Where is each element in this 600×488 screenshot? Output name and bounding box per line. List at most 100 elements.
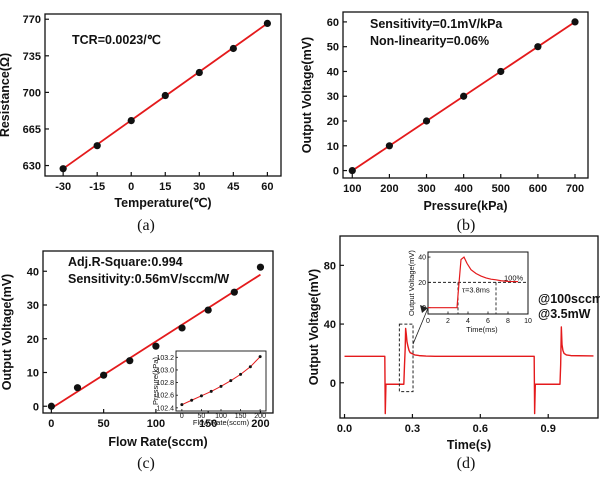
data-point-b (348, 166, 356, 175)
inset-frame-c (175, 350, 267, 412)
y-tick-label-a: 630 (23, 161, 41, 173)
inset-y-tick-label-c: 102.4 (156, 405, 174, 412)
inset-x-label-d: Time(ms) (466, 325, 498, 334)
annotation-d: @100sccm (538, 292, 600, 306)
inset-point-c (219, 384, 223, 388)
y-tick-label-c: 0 (33, 401, 39, 413)
x-tick-label-a: 0 (128, 181, 134, 193)
plot-frame-d (339, 235, 599, 419)
inset-x-tick-label-d: 10 (524, 318, 532, 325)
x-tick-label-b: 200 (380, 183, 398, 195)
caption-c: (c) (137, 455, 155, 472)
x-tick-label-d: 0.6 (473, 423, 488, 435)
x-tick-label-d: 0.9 (541, 423, 556, 435)
inset-point-c (199, 394, 203, 398)
x-tick-label-b: 100 (343, 183, 361, 195)
inset-point-c (190, 398, 194, 402)
fit-line-c (50, 273, 261, 410)
data-point-c (73, 384, 82, 392)
data-point-b (571, 18, 579, 26)
inset-x-tick-label-c: 0 (180, 413, 184, 420)
inset-curve-d (428, 256, 519, 309)
inset-point-c (258, 355, 262, 359)
x-tick-label-c: 0 (48, 418, 54, 430)
x-axis-label-b: Pressure(kPa) (423, 199, 507, 213)
y-tick-label-c: 20 (27, 334, 39, 346)
inset-tau-label-d: τ=3.8ms (462, 285, 490, 294)
inset-x-tick-label-c: 150 (235, 413, 247, 420)
data-point-c (204, 306, 212, 314)
data-point-a (263, 19, 271, 28)
inset-y-tick-label-c: 102.6 (156, 393, 174, 400)
y-tick-label-a: 700 (23, 87, 41, 99)
y-axis-label-b: Output Voltage(mV) (300, 37, 314, 153)
x-tick-label-c: 150 (199, 418, 217, 430)
data-point-b (422, 117, 431, 125)
data-point-b (534, 43, 542, 51)
data-point-a (127, 117, 135, 125)
caption-d: (d) (457, 455, 476, 472)
y-tick-label-a: 770 (23, 14, 41, 26)
data-point-c (230, 288, 238, 296)
inset-y-tick-label-c: 102.8 (156, 380, 174, 387)
zoom-connector-d (412, 307, 429, 345)
inset-x-tick-label-d: 8 (506, 318, 510, 325)
inset-x-tick-label-c: 50 (198, 413, 206, 420)
inset-x-tick-label-d: 4 (466, 318, 470, 325)
inset-point-c (209, 389, 213, 393)
x-tick-label-b: 300 (417, 183, 435, 195)
y-axis-label-d: Output Voltage(mV) (307, 269, 321, 385)
y-tick-label-b: 0 (333, 166, 339, 178)
data-point-c (126, 357, 134, 365)
panel-d: 0.00.30.60.904080024681002040τ=3.8ms100%… (307, 235, 600, 472)
y-tick-label-b: 10 (327, 141, 339, 153)
data-point-c (152, 342, 160, 350)
x-tick-label-a: 45 (227, 181, 239, 193)
y-tick-label-c: 40 (27, 266, 39, 278)
inset-x-tick-label-d: 0 (426, 318, 430, 325)
plot-frame-a (44, 13, 282, 177)
annotation-a: TCR=0.0023/℃ (72, 33, 161, 47)
plot-frame-c (42, 250, 274, 414)
y-tick-label-b: 30 (327, 91, 339, 103)
y-tick-label-b: 20 (327, 116, 339, 128)
x-tick-label-b: 600 (529, 183, 547, 195)
data-point-b (385, 142, 394, 150)
inset-frame-d (427, 251, 529, 315)
inset-y-tick-label-c: 103.0 (156, 367, 174, 374)
data-point-a (229, 44, 237, 53)
panel-b: 100 200 300 400 500 600 700 0 10 20 30 40 50 60 Sensit… (300, 11, 589, 234)
y-tick-label-a: 735 (23, 51, 41, 63)
annotation-b: Non-linearity=0.06% (370, 34, 489, 48)
x-tick-label-a: 60 (261, 181, 273, 193)
inset-x-tick-label-d: 6 (486, 318, 490, 325)
x-tick-label-c: 200 (251, 418, 269, 430)
inset-x-tick-label-c: 100 (215, 413, 227, 420)
data-point-c (256, 263, 265, 271)
y-tick-label-b: 50 (327, 42, 339, 54)
inset-pct-label-d: 100% (504, 273, 524, 282)
inset-point-c (248, 365, 252, 369)
x-tick-label-b: 500 (492, 183, 510, 195)
x-tick-label-a: 30 (193, 181, 205, 193)
x-axis-label-c: Flow Rate(sccm) (108, 435, 207, 449)
data-point-a (195, 68, 203, 77)
x-tick-label-a: 15 (159, 181, 171, 193)
y-tick-label-b: 40 (327, 66, 339, 78)
plot-frame-b (342, 11, 589, 179)
panel-a: -30 -15 0 15 30 45 60 630 665 700 735 770 TCR=0.0023… (0, 13, 282, 234)
signal-line-d (344, 326, 594, 415)
inset-y-tick-label-d: 40 (418, 255, 426, 262)
data-point-b (497, 67, 505, 76)
panel-c: 0 50 100 150 200010203040Adj.R-Square:0.994S… (0, 250, 274, 472)
y-tick-label-c: 30 (27, 300, 39, 312)
x-axis-label-d: Time(s) (447, 438, 491, 452)
annotation-d: @3.5mW (538, 307, 591, 321)
data-point-c (47, 402, 55, 410)
caption-b: (b) (457, 217, 476, 234)
inset-point-c (180, 403, 184, 407)
inset-y-label-d: Output Voltage(mV) (407, 250, 416, 316)
inset-y-tick-label-d: 20 (418, 280, 426, 287)
x-tick-label-a: -15 (89, 181, 105, 193)
